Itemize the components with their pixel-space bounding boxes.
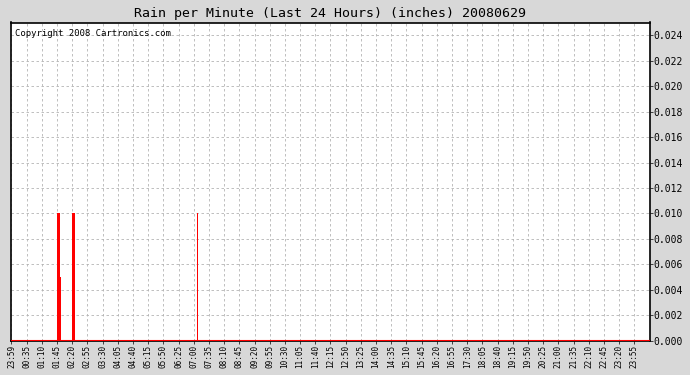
Bar — [59, 213, 60, 341]
Text: Copyright 2008 Cartronics.com: Copyright 2008 Cartronics.com — [14, 29, 170, 38]
Bar — [57, 213, 59, 341]
Bar — [73, 213, 75, 341]
Title: Rain per Minute (Last 24 Hours) (inches) 20080629: Rain per Minute (Last 24 Hours) (inches)… — [135, 7, 526, 20]
Bar — [59, 277, 61, 341]
Bar — [72, 213, 73, 341]
Bar — [197, 213, 198, 341]
Bar — [73, 213, 74, 341]
